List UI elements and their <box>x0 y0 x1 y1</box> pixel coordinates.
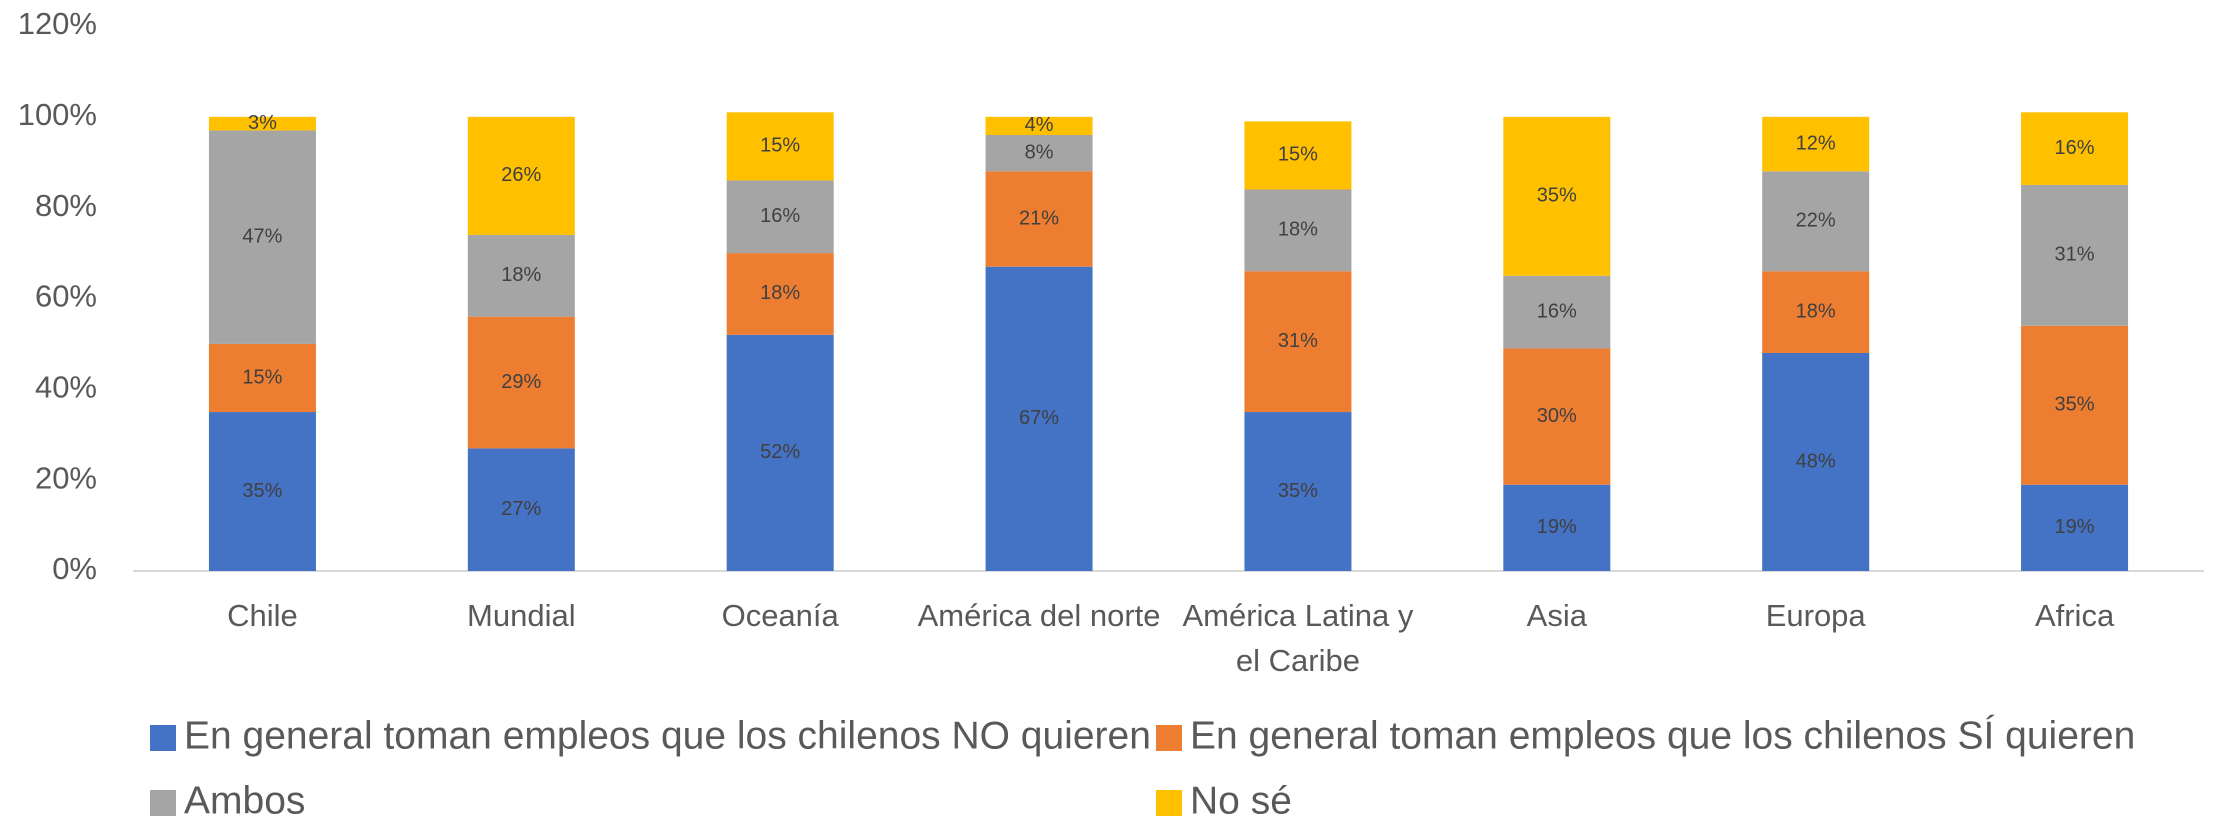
x-tick-label: América Latina y el Caribe <box>1182 598 1413 678</box>
legend-swatch <box>150 790 176 816</box>
data-label: 15% <box>760 135 800 157</box>
y-tick-label: 60% <box>35 279 97 314</box>
data-label: 26% <box>501 164 541 186</box>
data-label: 21% <box>1019 207 1059 229</box>
bar-segment <box>1503 116 1611 276</box>
bar-segment <box>1762 116 1870 172</box>
data-label: 27% <box>501 498 541 520</box>
legend-label: No sé <box>1190 779 1292 819</box>
data-label: 47% <box>242 225 282 247</box>
y-tick-label: 40% <box>35 370 97 405</box>
y-tick-label: 100% <box>18 97 97 132</box>
y-tick-label: 0% <box>52 551 97 586</box>
bar-segment <box>726 112 834 181</box>
data-label: 35% <box>1278 480 1318 502</box>
bar-segment <box>726 334 834 571</box>
x-tick-label: Mundial <box>467 598 576 633</box>
bar-segment <box>1762 271 1870 353</box>
bar-segment <box>726 253 834 335</box>
x-tick-label: Chile <box>227 598 298 633</box>
bar-segment <box>1244 412 1352 571</box>
legend-label: En general toman empleos que los chileno… <box>1190 714 2135 757</box>
legend-label: Ambos <box>184 779 305 819</box>
data-label: 31% <box>1278 330 1318 352</box>
bar-segment <box>1762 353 1870 571</box>
bar-segment <box>1503 348 1611 485</box>
legend-swatch <box>150 725 176 751</box>
bar-segment <box>1244 121 1352 190</box>
y-tick-label: 20% <box>35 460 97 495</box>
data-label: 30% <box>1537 405 1577 427</box>
data-label: 18% <box>501 264 541 286</box>
bar-segment <box>467 448 575 571</box>
bar-segment <box>985 171 1093 267</box>
data-label: 3% <box>248 112 277 134</box>
bar-segment <box>467 234 575 317</box>
x-tick-label: Asia <box>1527 598 1588 633</box>
data-label: 48% <box>1796 450 1836 472</box>
data-label: 18% <box>1796 300 1836 322</box>
legend-swatch <box>1156 725 1182 751</box>
data-label: 19% <box>1537 516 1577 538</box>
data-label: 31% <box>2055 244 2095 266</box>
bar-segment <box>208 343 316 413</box>
legend-swatch <box>1156 790 1182 816</box>
data-label: 15% <box>242 366 282 388</box>
bar-segment <box>1503 275 1611 349</box>
data-label: 35% <box>2055 394 2095 416</box>
bar-segment <box>2021 112 2129 185</box>
data-label: 18% <box>1278 219 1318 241</box>
bar-segment <box>2021 184 2129 326</box>
data-label: 67% <box>1019 407 1059 429</box>
data-label: 19% <box>2055 516 2095 538</box>
data-label: 52% <box>760 441 800 463</box>
bar-segment <box>467 116 575 235</box>
data-label: 8% <box>1025 141 1054 163</box>
data-label: 35% <box>1537 185 1577 207</box>
data-label: 16% <box>1537 300 1577 322</box>
data-label: 16% <box>760 205 800 227</box>
bar-segment <box>1244 189 1352 272</box>
legend-label: En general toman empleos que los chileno… <box>184 714 1151 757</box>
x-tick-label: Europa <box>1766 598 1867 633</box>
data-label: 35% <box>242 480 282 502</box>
bar-segment <box>1762 171 1870 272</box>
data-label: 16% <box>2055 137 2095 159</box>
bar-segment <box>208 130 316 344</box>
x-tick-label: Oceanía <box>722 598 840 633</box>
bar-segment <box>985 116 1093 135</box>
bar-segment <box>2021 484 2129 571</box>
x-tick-label: Africa <box>2035 598 2115 633</box>
y-tick-label: 120% <box>18 6 97 41</box>
bar-segment <box>1244 271 1352 413</box>
data-label: 29% <box>501 371 541 393</box>
bar-segment <box>208 116 316 131</box>
y-tick-label: 80% <box>35 188 97 223</box>
bar-segment <box>726 180 834 254</box>
bar-segment <box>2021 325 2129 485</box>
bar-segment <box>1503 484 1611 571</box>
bar-segment <box>985 266 1093 571</box>
data-label: 18% <box>760 282 800 304</box>
bar-segment <box>208 412 316 571</box>
data-label: 12% <box>1796 132 1836 154</box>
data-label: 4% <box>1025 114 1054 136</box>
data-label: 15% <box>1278 144 1318 166</box>
x-tick-label: América del norte <box>918 598 1161 633</box>
bar-segment <box>467 316 575 449</box>
data-label: 22% <box>1796 210 1836 232</box>
bar-segment <box>985 135 1093 172</box>
